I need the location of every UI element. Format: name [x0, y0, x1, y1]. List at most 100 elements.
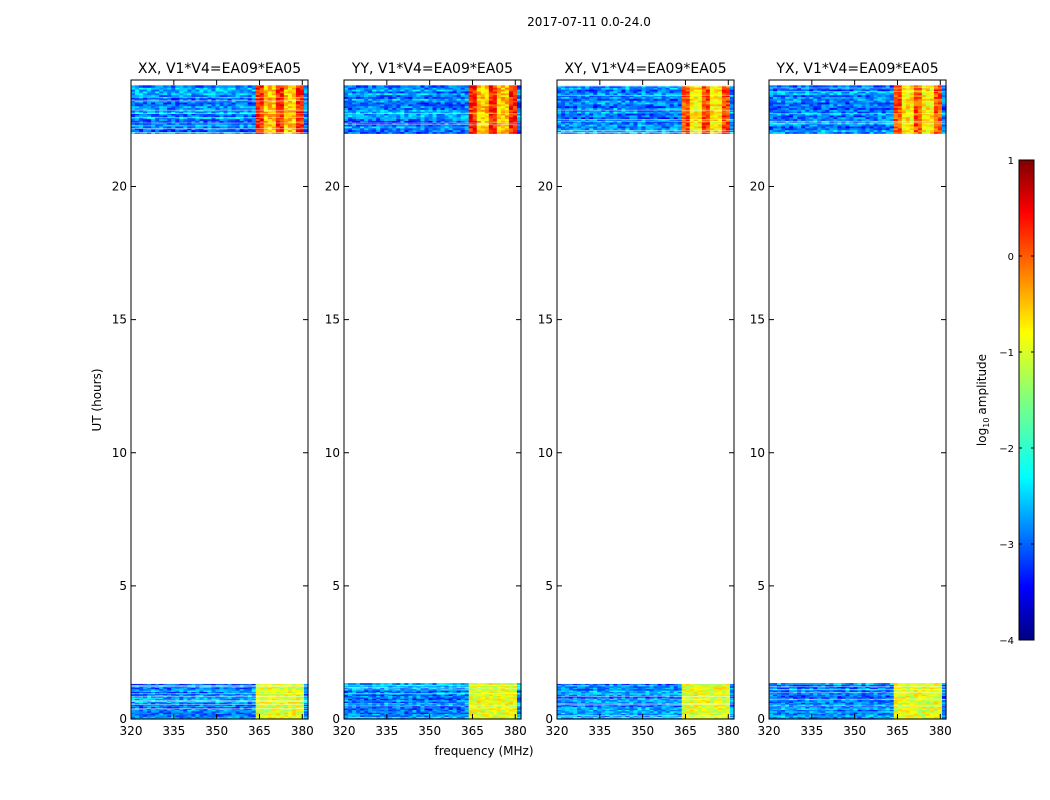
heatmap-cell: [356, 702, 361, 705]
heatmap-cell: [291, 107, 297, 110]
heatmap-cell: [500, 124, 506, 127]
heatmap-cell: [159, 713, 164, 716]
heatmap-cell: [685, 710, 691, 713]
heatmap-cell: [436, 87, 442, 90]
heatmap-cell: [227, 85, 233, 88]
x-tick-label: 365: [461, 724, 484, 738]
x-tick-label: 380: [504, 724, 527, 738]
heatmap-cell: [207, 101, 213, 105]
heatmap-cell: [255, 87, 261, 90]
heatmap-cell: [175, 689, 180, 692]
heatmap-cell: [199, 687, 205, 690]
heatmap-cell: [412, 100, 418, 103]
heatmap-cell: [143, 109, 148, 112]
heatmap-cell: [275, 709, 281, 712]
heatmap-cell: [235, 114, 241, 118]
heatmap-cell: [392, 111, 397, 114]
heatmap-cell: [424, 707, 430, 710]
heatmap-cell: [516, 683, 522, 686]
heatmap-cell: [183, 90, 188, 94]
heatmap-cell: [223, 702, 229, 705]
heatmap-cell: [452, 105, 458, 109]
heatmap-cell: [428, 689, 434, 692]
heatmap-cell: [404, 85, 409, 88]
heatmap-cell: [295, 90, 301, 94]
heatmap-cell: [279, 118, 285, 121]
heatmap-cell: [424, 716, 430, 719]
heatmap-cell: [159, 131, 164, 134]
heatmap-cell: [344, 116, 349, 120]
heatmap-cell: [408, 131, 413, 134]
heatmap-cell: [516, 96, 522, 99]
heatmap-cell: [448, 709, 454, 712]
heatmap-cell: [388, 94, 393, 97]
heatmap-cell: [171, 124, 176, 127]
heatmap-cell: [352, 107, 357, 110]
heatmap-cell: [143, 122, 148, 125]
heatmap-cell: [195, 100, 200, 103]
heatmap-cell: [243, 120, 249, 123]
heatmap-cell: [460, 111, 466, 114]
heatmap-cell: [452, 92, 458, 96]
heatmap-cell: [484, 702, 490, 705]
heatmap-cell: [508, 685, 514, 688]
heatmap-cell: [460, 116, 466, 120]
heatmap-cell: [135, 125, 140, 129]
heatmap-cell: [348, 701, 353, 704]
heatmap-cell: [376, 124, 381, 127]
heatmap-cell: [151, 713, 156, 716]
heatmap-cell: [235, 698, 241, 701]
heatmap-cell: [239, 713, 245, 716]
heatmap-cell: [424, 92, 430, 96]
heatmap-cell: [380, 112, 385, 116]
heatmap-cell: [649, 713, 655, 716]
heatmap-cell: [420, 100, 426, 103]
heatmap-cell: [508, 87, 514, 90]
heatmap-cell: [436, 129, 442, 132]
heatmap-cell: [227, 714, 233, 717]
heatmap-cell: [167, 120, 172, 123]
heatmap-cell: [183, 112, 188, 116]
heatmap-cell: [348, 101, 353, 105]
heatmap-cell: [203, 101, 209, 105]
heatmap-cell: [416, 688, 422, 691]
heatmap-cell: [440, 85, 446, 88]
heatmap-cell: [352, 114, 357, 118]
heatmap-cell: [372, 109, 377, 112]
heatmap-cell: [207, 94, 213, 97]
heatmap-cell: [163, 96, 168, 99]
heatmap-cell: [356, 101, 361, 105]
heatmap-cell: [251, 101, 257, 105]
heatmap-cell: [500, 101, 506, 105]
heatmap-cell: [472, 90, 478, 94]
heatmap-cell: [131, 107, 136, 110]
heatmap-cell: [183, 698, 188, 701]
heatmap-cell: [404, 107, 409, 110]
heatmap-cell: [279, 127, 285, 131]
heatmap-cell: [476, 698, 482, 701]
heatmap-cell: [159, 98, 164, 101]
heatmap-cell: [179, 129, 184, 132]
heatmap-cell: [203, 696, 209, 699]
heatmap-cell: [147, 100, 152, 103]
heatmap-cell: [372, 714, 377, 717]
heatmap-cell: [231, 714, 237, 717]
heatmap-cell: [191, 687, 196, 690]
heatmap-cell: [432, 124, 438, 127]
heatmap-cell: [259, 122, 265, 125]
heatmap-cell: [416, 127, 422, 131]
heatmap-cell: [372, 703, 377, 706]
heatmap-cell: [299, 87, 305, 90]
heatmap-cell: [291, 131, 297, 134]
heatmap-cell: [476, 105, 482, 109]
heatmap-cell: [392, 712, 397, 715]
heatmap-cell: [508, 698, 514, 701]
heatmap-cell: [259, 709, 265, 712]
heatmap-cell: [412, 712, 418, 715]
heatmap-cell: [480, 713, 486, 716]
heatmap-cell: [263, 705, 269, 708]
heatmap-cell: [139, 118, 144, 121]
heatmap-cell: [287, 101, 293, 105]
heatmap-cell: [625, 709, 631, 712]
heatmap-cell: [259, 694, 265, 697]
